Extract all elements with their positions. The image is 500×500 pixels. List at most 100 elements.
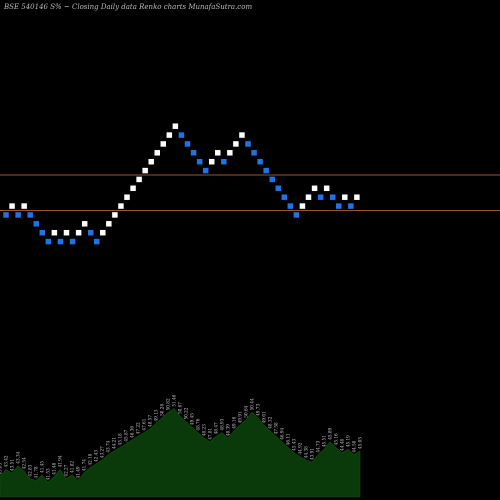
volume-label: 45.18 — [118, 433, 123, 445]
chart-title: BSE 540146 S% ~ Closing Daily data Renko… — [3, 3, 252, 11]
volume-label: 43.51 — [10, 459, 15, 471]
volume-label: 44.21 — [112, 437, 117, 449]
volume-label: 43.83 — [0, 462, 3, 474]
volume-label: 48.76 — [196, 418, 201, 430]
volume-label: 47.61 — [142, 418, 147, 430]
volume-label: 49.01 — [262, 411, 267, 423]
renko-brick — [14, 211, 22, 219]
volume-label: 44.92 — [298, 442, 303, 454]
renko-brick — [329, 193, 336, 201]
reference-lines — [0, 174, 500, 211]
renko-brick — [256, 158, 264, 165]
renko-brick — [250, 149, 258, 157]
renko-brick — [2, 211, 10, 219]
volume-label: 48.23 — [202, 424, 207, 436]
volume-label: 50.44 — [250, 398, 255, 410]
volume-label: 42.83 — [28, 464, 33, 476]
volume-label: 51.46 — [172, 394, 177, 406]
volume-label: 45.43 — [292, 439, 297, 451]
volume-label: 44.58 — [352, 440, 357, 452]
renko-brick — [8, 202, 16, 210]
renko-brick — [287, 202, 294, 210]
renko-brick — [75, 229, 82, 236]
renko-bricks — [2, 122, 361, 245]
volume-label: 44.48 — [340, 439, 345, 451]
volume-label: 45.87 — [124, 429, 129, 441]
volume-label: 42.27 — [64, 464, 69, 476]
volume-label: 45.89 — [328, 427, 333, 439]
volume-label: 49.91 — [238, 411, 243, 423]
renko-brick — [105, 220, 113, 228]
volume-label: 47.81 — [208, 427, 213, 439]
renko-brick — [232, 140, 240, 148]
renko-brick — [196, 158, 203, 165]
renko-brick — [323, 185, 330, 192]
volume-label: 41.78 — [34, 466, 39, 478]
volume-label: 46.36 — [130, 426, 135, 438]
volume-label: 45.19 — [346, 435, 351, 447]
renko-brick — [154, 149, 161, 157]
volume-label: 43.34 — [16, 451, 21, 463]
volume-label: 49.16 — [232, 416, 237, 428]
renko-brick — [299, 202, 306, 210]
volume-label: 49.13 — [154, 409, 159, 421]
renko-brick — [305, 193, 312, 201]
renko-brick — [317, 193, 324, 201]
renko-brick — [353, 193, 361, 201]
renko-brick — [111, 211, 119, 219]
volume-label: 41.94 — [58, 455, 63, 467]
volume-label: 41.82 — [70, 461, 75, 473]
volume-label: 48.57 — [148, 415, 153, 427]
renko-brick — [275, 185, 282, 192]
volume-label: 47.58 — [274, 422, 279, 434]
renko-brick — [214, 149, 221, 157]
volume-label: 50.22 — [184, 407, 189, 419]
volume-label: 48.39 — [226, 424, 231, 436]
volume-label: 50.64 — [244, 405, 249, 417]
volume-label: 47.22 — [136, 422, 141, 434]
renko-brick — [238, 131, 246, 139]
renko-brick — [81, 220, 88, 228]
volume-label: 41.45 — [40, 461, 45, 473]
renko-brick — [57, 238, 64, 245]
renko-brick — [347, 202, 355, 210]
volume-label: 42.54 — [22, 457, 27, 469]
volume-label: 41.48 — [52, 462, 57, 474]
volume-label: 41.53 — [46, 468, 51, 480]
volume-label: 44.73 — [316, 440, 321, 452]
renko-brick — [335, 202, 342, 210]
renko-brick — [99, 229, 107, 236]
renko-brick — [20, 202, 28, 210]
renko-brick — [33, 220, 40, 228]
volume-label: 41.74 — [82, 459, 87, 471]
renko-brick — [147, 158, 155, 165]
renko-brick — [311, 185, 318, 192]
renko-brick — [178, 131, 185, 139]
renko-brick — [63, 229, 70, 236]
renko-brick — [45, 238, 52, 245]
renko-brick — [244, 140, 252, 148]
renko-brick — [123, 193, 131, 201]
volume-area — [0, 408, 361, 498]
renko-brick — [51, 229, 58, 236]
renko-brick — [208, 158, 215, 165]
renko-brick — [220, 158, 228, 165]
renko-brick — [141, 167, 149, 174]
volume-label: 42.43 — [94, 450, 99, 462]
renko-brick — [262, 167, 270, 174]
volume-label: 48.93 — [220, 418, 225, 430]
renko-brick — [117, 202, 125, 210]
renko-brick — [190, 149, 197, 157]
renko-brick — [166, 131, 173, 139]
volume-label: 45.16 — [334, 433, 339, 445]
volume-label: 50.82 — [166, 398, 171, 410]
renko-brick — [268, 176, 276, 183]
volume-label: 49.45 — [190, 413, 195, 425]
renko-brick — [26, 211, 34, 219]
volume-label: 46.94 — [280, 427, 285, 439]
volume-label: 44.38 — [304, 446, 309, 458]
renko-brick — [184, 140, 191, 148]
renko-brick — [135, 176, 143, 183]
renko-brick — [226, 149, 234, 157]
